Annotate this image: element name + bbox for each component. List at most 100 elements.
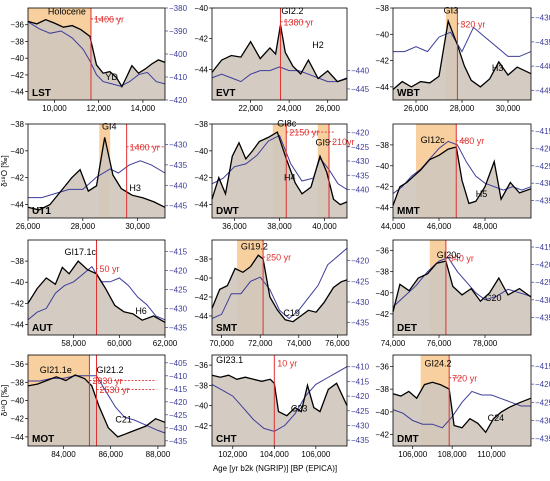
dd-tick-label: −405: [169, 359, 188, 368]
panel-cht: 10 yr 102,000 104,000 106,000 −42 −40 −38 −36 −4…: [194, 354, 370, 459]
dd-tick-label: −445: [535, 86, 550, 95]
dd-tick-label: −425: [351, 143, 370, 152]
x-tick-label: 58,000: [61, 339, 86, 348]
y-tick-label: −38: [375, 141, 389, 150]
panel-dmt: 720 yr 106,000 108,000 110,000 −42 −40 −38 −36 −…: [375, 354, 550, 459]
dd-tick-label: −390: [169, 27, 188, 36]
duration-label: 1406 yr: [94, 14, 124, 24]
dd-tick-label: −435: [169, 161, 188, 170]
dd-line: [211, 66, 348, 83]
duration-label: 50 yr: [100, 264, 120, 274]
event-label: H2: [312, 40, 324, 50]
event-label: GI23.1: [216, 355, 243, 365]
dd-tick-label: −430: [169, 424, 188, 433]
panel-label: CHT: [216, 434, 237, 445]
x-tick-label: 78,000: [473, 339, 498, 348]
event-label: Holocene: [48, 7, 86, 17]
dd-tick-label: −430: [351, 421, 370, 430]
dd-tick-label: −415: [169, 385, 188, 394]
event-label: GI24.2: [425, 358, 452, 368]
panel-det: 340 yr 74,000 76,000 78,000 −42 −40 −38 −36 −415…: [375, 239, 550, 348]
y-tick-label: −42: [194, 293, 208, 302]
y-tick-label: −44: [10, 88, 24, 97]
event-label: GI12c: [421, 135, 446, 145]
duration-label: 250 yr: [266, 253, 291, 263]
dd-tick-label: −430: [169, 304, 188, 313]
d18o-area: [212, 24, 347, 100]
dd-tick-label: −425: [351, 407, 370, 416]
dd-tick-label: −415: [169, 247, 188, 256]
panel-label: DWT: [216, 206, 239, 217]
dd-tick-label: −420: [535, 380, 550, 389]
panel-frame: [392, 123, 532, 219]
y-tick-label: −40: [375, 408, 389, 417]
event-label: GI20c: [437, 250, 462, 260]
duration-label: 480 yr: [459, 136, 484, 146]
event-label: H6: [135, 306, 147, 316]
dd-tick-label: −440: [535, 62, 550, 71]
dd-tick-label: −415: [535, 362, 550, 371]
x-tick-label: 62,000: [153, 339, 178, 348]
event-label: GI19.2: [241, 242, 268, 252]
duration-label: 340 yr: [449, 253, 474, 263]
d18o-line: [27, 137, 166, 211]
y-tick-label: −44: [10, 201, 24, 210]
y-tick-label: −40: [375, 162, 389, 171]
panel-frame: [211, 354, 348, 447]
dd-tick-label: −435: [535, 197, 550, 206]
duration-label: 1380 yr: [283, 17, 313, 27]
x-tick-label: 110,000: [477, 450, 506, 459]
dd-tick-label: −430: [351, 157, 370, 166]
dd-tick-label: −410: [169, 73, 188, 82]
panel-aut: 50 yr 58,000 60,000 62,000 −44 −42 −40 −38 −415 −…: [10, 239, 188, 348]
y-tick-label: −44: [10, 433, 24, 442]
y-tick-label: −40: [375, 289, 389, 298]
dd-tick-label: −430: [351, 298, 370, 307]
event-label: C23: [291, 404, 308, 414]
y-tick-label: −44: [194, 312, 208, 321]
x-tick-label: 70,000: [209, 339, 234, 348]
dd-line: [211, 134, 348, 190]
y-tick-label: −40: [194, 274, 208, 283]
dd-tick-label: −410: [169, 372, 188, 381]
dd-tick-label: −435: [535, 313, 550, 322]
x-tick-label: 106,000: [301, 450, 330, 459]
x-tick-label: 22,000: [238, 104, 263, 113]
dd-line: [211, 247, 348, 320]
d18o-line: [211, 254, 348, 323]
dd-line: [392, 140, 532, 195]
dd-tick-label: −425: [351, 277, 370, 286]
y-tick-label: −40: [194, 4, 208, 13]
y-tick-label: −42: [194, 35, 208, 44]
dd-tick-label: −420: [351, 392, 370, 401]
x-tick-label: 28,000: [71, 222, 96, 231]
panel-label: DMT: [397, 434, 419, 445]
d18o-line: [27, 374, 166, 438]
panel-label: SMT: [216, 323, 237, 334]
y-tick-label: −44: [375, 204, 389, 213]
y-tick-label: −44: [194, 65, 208, 74]
y-tick-label: −42: [194, 174, 208, 183]
dd-line: [28, 160, 166, 199]
d18o-line: [27, 18, 166, 88]
d18o-line: [392, 260, 532, 312]
x-tick-label: 10,000: [42, 104, 67, 113]
dd-tick-label: −425: [169, 411, 188, 420]
dd-tick-label: −430: [535, 179, 550, 188]
panel-frame: [211, 7, 348, 101]
y-tick-label: −38: [375, 268, 389, 277]
y-tick-label: −38: [194, 255, 208, 264]
event-label: H5: [476, 189, 488, 199]
dd-line: [393, 26, 532, 57]
panel-label: EVT: [216, 88, 235, 99]
dd-tick-label: −415: [351, 377, 370, 386]
y-tick-label: −38: [10, 37, 24, 46]
event-label: GI4: [102, 121, 117, 131]
panel-label: MOT: [32, 434, 54, 445]
d18o-area: [212, 375, 347, 446]
x-tick-label: 84,000: [51, 450, 76, 459]
d18o-line: [392, 381, 532, 434]
dd-tick-label: −425: [535, 162, 550, 171]
